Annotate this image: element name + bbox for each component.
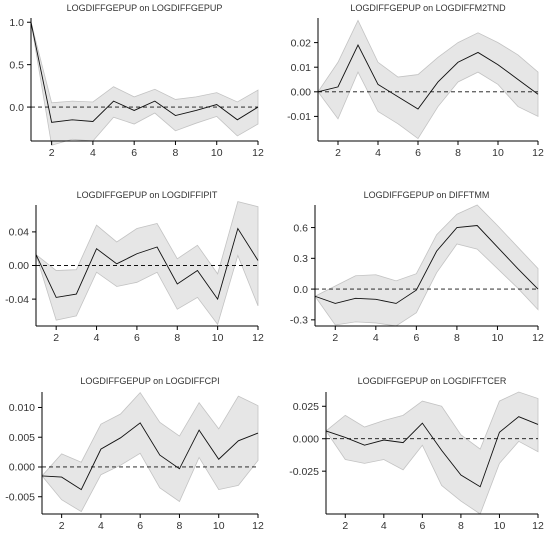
x-tick-label: 6 — [137, 520, 143, 532]
x-tick-label: 10 — [492, 147, 504, 159]
y-tick-label: -0.04 — [5, 294, 29, 306]
y-tick-label: 0.0 — [9, 102, 24, 114]
x-tick-label: 4 — [381, 520, 387, 532]
y-tick-label: -0.01 — [287, 111, 311, 123]
x-tick-label: 10 — [492, 332, 504, 344]
y-tick-label: 0.04 — [9, 227, 30, 239]
confidence-band — [314, 204, 539, 327]
x-tick-label: 2 — [53, 332, 59, 344]
y-tick-label: 0.00 — [9, 260, 30, 272]
irf-panel-1: LOGDIFFGEPUP on LOGDIFFGEPUP 2 4 6 8 10 12 0.0 0… — [9, 3, 264, 159]
x-tick-label: 8 — [458, 520, 464, 532]
x-tick-label: 2 — [49, 147, 55, 159]
confidence-band — [35, 201, 259, 326]
x-tick-label: 6 — [413, 332, 419, 344]
x-tick-label: 12 — [252, 520, 264, 532]
y-tick-label: 0.000 — [293, 433, 319, 445]
x-tick-label: 8 — [174, 332, 180, 344]
panel-title: LOGDIFFGEPUP on LOGDIFFGEPUP — [67, 3, 223, 13]
y-tick-label: 0.02 — [291, 37, 312, 49]
y-tick-label: 0.5 — [9, 59, 24, 71]
x-tick-label: 4 — [375, 147, 381, 159]
x-tick-label: 2 — [335, 147, 341, 159]
y-tick-label: 0.010 — [9, 402, 35, 414]
y-tick-label: 0.000 — [9, 462, 35, 474]
x-tick-label: 10 — [494, 520, 506, 532]
irf-panel-6: LOGDIFFGEPUP on LOGDIFFTCER 2 4 6 8 10 12 -0.02… — [289, 376, 544, 532]
impulse-response-line — [317, 44, 539, 110]
irf-panel-3: LOGDIFFGEPUP on LOGDIFFIPIT 2 4 6 8 10 12 -0.04… — [5, 190, 264, 344]
x-tick-label: 4 — [98, 520, 104, 532]
impulse-response-line — [314, 225, 539, 304]
x-tick-label: 12 — [252, 147, 264, 159]
impulse-response-line — [325, 416, 539, 488]
confidence-band — [30, 22, 259, 146]
x-tick-label: 10 — [211, 147, 223, 159]
panel-title: LOGDIFFGEPUP on DIFFTMM — [364, 190, 490, 200]
panel-title: LOGDIFFGEPUP on LOGDIFFIPIT — [77, 190, 218, 200]
panel-title: LOGDIFFGEPUP on LOGDIFFTCER — [358, 376, 507, 386]
impulse-response-line — [30, 22, 259, 123]
confidence-band — [325, 391, 539, 515]
panel-title: LOGDIFFGEPUP on LOGDIFFM2TND — [350, 3, 506, 13]
y-tick-label: 1.0 — [9, 17, 24, 29]
impulse-response-line — [35, 227, 259, 301]
irf-panel-5: LOGDIFFGEPUP on LOGDIFFCPI 2 4 6 8 10 12 -0.005… — [5, 376, 264, 532]
x-tick-label: 10 — [212, 332, 224, 344]
x-tick-label: 12 — [532, 147, 544, 159]
x-tick-label: 6 — [131, 147, 137, 159]
y-tick-label: 0.025 — [293, 401, 319, 413]
y-tick-label: 0.01 — [291, 62, 312, 74]
y-tick-label: 0.0 — [293, 284, 308, 296]
y-tick-label: 0.00 — [291, 87, 312, 99]
x-tick-label: 6 — [134, 332, 140, 344]
y-tick-label: -0.005 — [5, 491, 35, 503]
x-tick-label: 2 — [342, 520, 348, 532]
irf-panel-4: LOGDIFFGEPUP on DIFFTMM 2 4 6 8 10 12 -0.3 0.0 0.… — [290, 190, 544, 344]
x-tick-label: 6 — [419, 520, 425, 532]
impulse-response-line — [41, 422, 259, 491]
x-tick-label: 2 — [59, 520, 65, 532]
y-tick-label: 0.3 — [293, 253, 308, 265]
x-tick-label: 2 — [332, 332, 338, 344]
y-tick-label: 0.6 — [293, 222, 308, 234]
x-tick-label: 10 — [213, 520, 225, 532]
y-tick-label: 0.005 — [9, 432, 35, 444]
x-tick-label: 12 — [252, 332, 264, 344]
x-tick-label: 12 — [532, 520, 544, 532]
x-tick-label: 4 — [94, 332, 100, 344]
x-tick-label: 8 — [454, 332, 460, 344]
confidence-band — [41, 391, 259, 513]
x-tick-label: 8 — [177, 520, 183, 532]
x-tick-label: 6 — [415, 147, 421, 159]
x-tick-label: 8 — [455, 147, 461, 159]
y-tick-label: -0.025 — [289, 466, 319, 478]
confidence-band — [317, 19, 539, 140]
x-tick-label: 8 — [173, 147, 179, 159]
panel-title: LOGDIFFGEPUP on LOGDIFFCPI — [80, 376, 219, 386]
x-tick-label: 4 — [373, 332, 379, 344]
irf-panel-2: LOGDIFFGEPUP on LOGDIFFM2TND 2 4 6 8 10 12 -0.0… — [287, 3, 544, 159]
x-tick-label: 12 — [532, 332, 544, 344]
y-tick-label: -0.3 — [290, 315, 308, 327]
x-tick-label: 4 — [90, 147, 96, 159]
